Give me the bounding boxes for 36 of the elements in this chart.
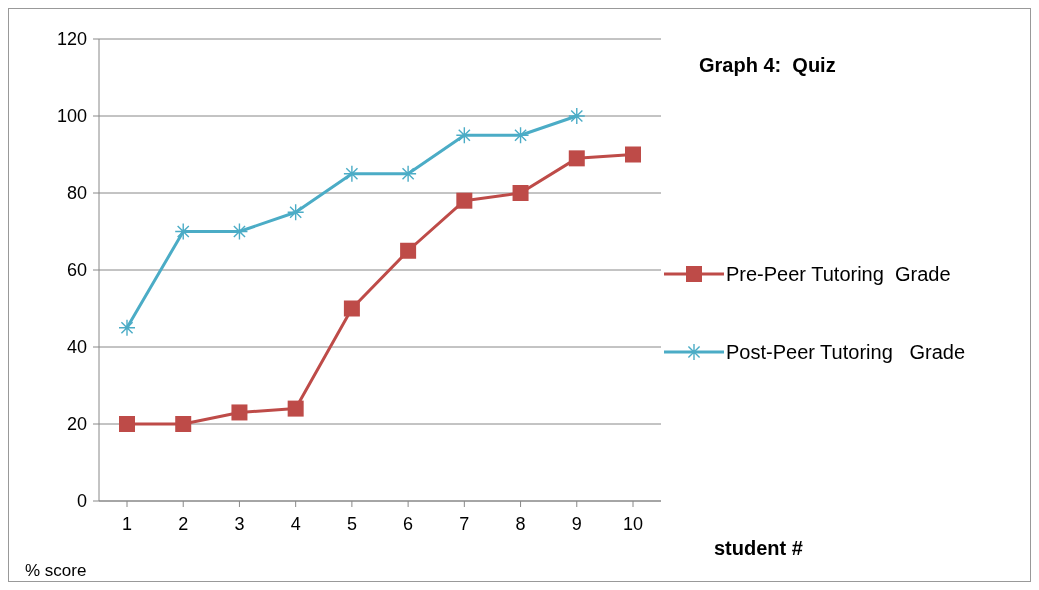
point (175, 416, 192, 432)
y-tick-label: 80 (66, 183, 87, 204)
x-tick-label: 9 (571, 513, 582, 534)
point (456, 192, 473, 209)
x-tick-label: 3 (234, 513, 245, 534)
y-tick-label: 60 (66, 260, 87, 281)
point (287, 400, 304, 417)
x-tick-label: 6 (403, 513, 414, 534)
y-tick-label: 40 (66, 337, 87, 358)
y-axis-title: % score (25, 561, 87, 581)
point (119, 416, 135, 432)
point (512, 185, 529, 201)
point (118, 319, 136, 337)
x-tick-label: 2 (178, 513, 189, 534)
point (625, 146, 641, 163)
y-tick-label: 20 (66, 414, 87, 435)
y-tick-label: 0 (76, 491, 87, 512)
point (568, 107, 586, 125)
x-tick-label: 4 (290, 513, 301, 534)
legend-label: Post-Peer Tutoring Grade (726, 340, 966, 364)
point (231, 404, 248, 421)
x-axis-title: student # (714, 537, 803, 560)
point (174, 222, 192, 241)
point (400, 242, 417, 259)
y-tick-label: 120 (56, 29, 87, 50)
point (343, 300, 360, 317)
x-tick-label: 8 (515, 513, 526, 534)
x-tick-label: 1 (121, 513, 133, 534)
legend-label: Pre-Peer Tutoring Grade (726, 262, 951, 286)
point (286, 203, 305, 221)
point (568, 150, 585, 167)
x-tick-label: 7 (459, 513, 470, 534)
text: Graph 4: Quiz (699, 54, 836, 77)
x-tick-label: 10 (622, 513, 644, 534)
x-tick-label: 5 (346, 513, 357, 534)
y-tick-label: 100 (56, 106, 87, 127)
